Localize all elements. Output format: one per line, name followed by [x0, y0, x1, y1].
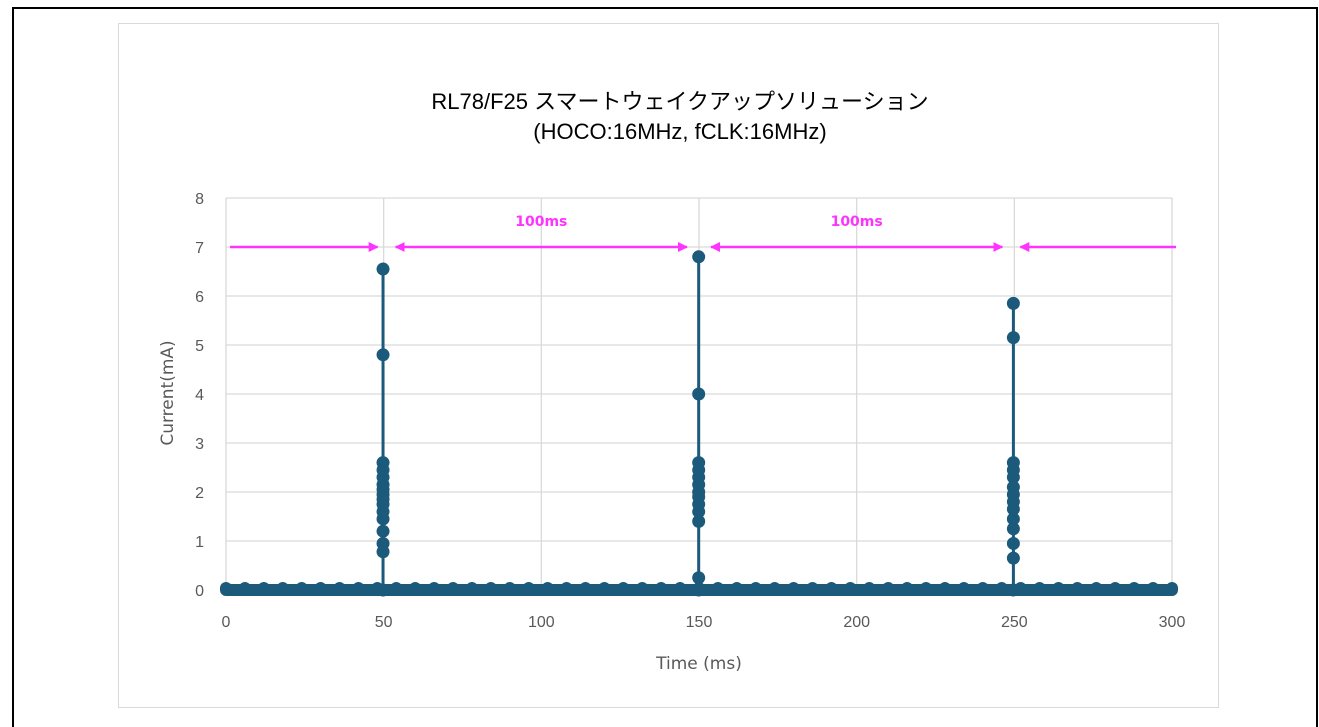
- spike-data-point: [1006, 456, 1020, 470]
- spike-data-point: [692, 583, 706, 597]
- spike-data-point: [376, 348, 390, 362]
- chart-title: RL78/F25 スマートウェイクアップソリューション: [431, 89, 928, 114]
- y-tick-label: 0: [195, 583, 204, 600]
- y-tick-label: 8: [195, 191, 204, 208]
- tick-layer: 0 1 2 3 4 5 6 7 8 0 50 100 150 200 250 300: [195, 191, 1185, 631]
- chart-subtitle: (HOCO:16MHz, fCLK:16MHz): [533, 119, 826, 144]
- spike-data-point: [1006, 522, 1020, 536]
- data-layer: [220, 250, 1178, 597]
- baseline-data-point: [1166, 582, 1178, 594]
- x-tick-label: 50: [375, 614, 393, 631]
- y-tick-label: 6: [195, 289, 204, 306]
- spike-data-point: [376, 536, 390, 550]
- spike-data-point: [376, 524, 390, 538]
- x-tick-label: 250: [1001, 614, 1028, 631]
- x-tick-label: 200: [843, 614, 870, 631]
- x-tick-label: 300: [1159, 614, 1186, 631]
- y-tick-label: 4: [195, 387, 204, 404]
- x-tick-label: 100: [528, 614, 555, 631]
- spike-data-point: [376, 456, 390, 470]
- spike-data-point: [376, 583, 390, 597]
- interval-label: 100ms: [831, 214, 883, 230]
- y-tick-label: 3: [195, 436, 204, 453]
- y-axis-label: Current(mA): [158, 340, 178, 445]
- spike-data-point: [1006, 551, 1020, 565]
- y-tick-label: 5: [195, 338, 204, 355]
- y-tick-label: 1: [195, 534, 204, 551]
- y-tick-label: 7: [195, 240, 204, 257]
- spike-data-point: [376, 262, 390, 276]
- spike-data-point: [1006, 480, 1020, 494]
- spike-data-point: [692, 387, 706, 401]
- x-tick-label: 0: [222, 614, 231, 631]
- outer-frame: [12, 7, 1318, 727]
- y-tick-label: 2: [195, 485, 204, 502]
- spike-data-point: [1006, 512, 1020, 526]
- spike-data-point: [1006, 331, 1020, 345]
- x-tick-label: 150: [686, 614, 713, 631]
- spike-data-point: [692, 514, 706, 528]
- spike-data-point: [692, 571, 706, 585]
- spike-data-point: [692, 456, 706, 470]
- spike-data-point: [692, 250, 706, 264]
- interval-label: 100ms: [515, 214, 567, 230]
- spike-data-point: [1006, 296, 1020, 310]
- x-axis-label: Time (ms): [655, 654, 742, 674]
- anno-layer: 100ms 100ms: [230, 214, 1176, 252]
- spike-data-point: [1006, 536, 1020, 550]
- spike-data-point: [1006, 583, 1020, 597]
